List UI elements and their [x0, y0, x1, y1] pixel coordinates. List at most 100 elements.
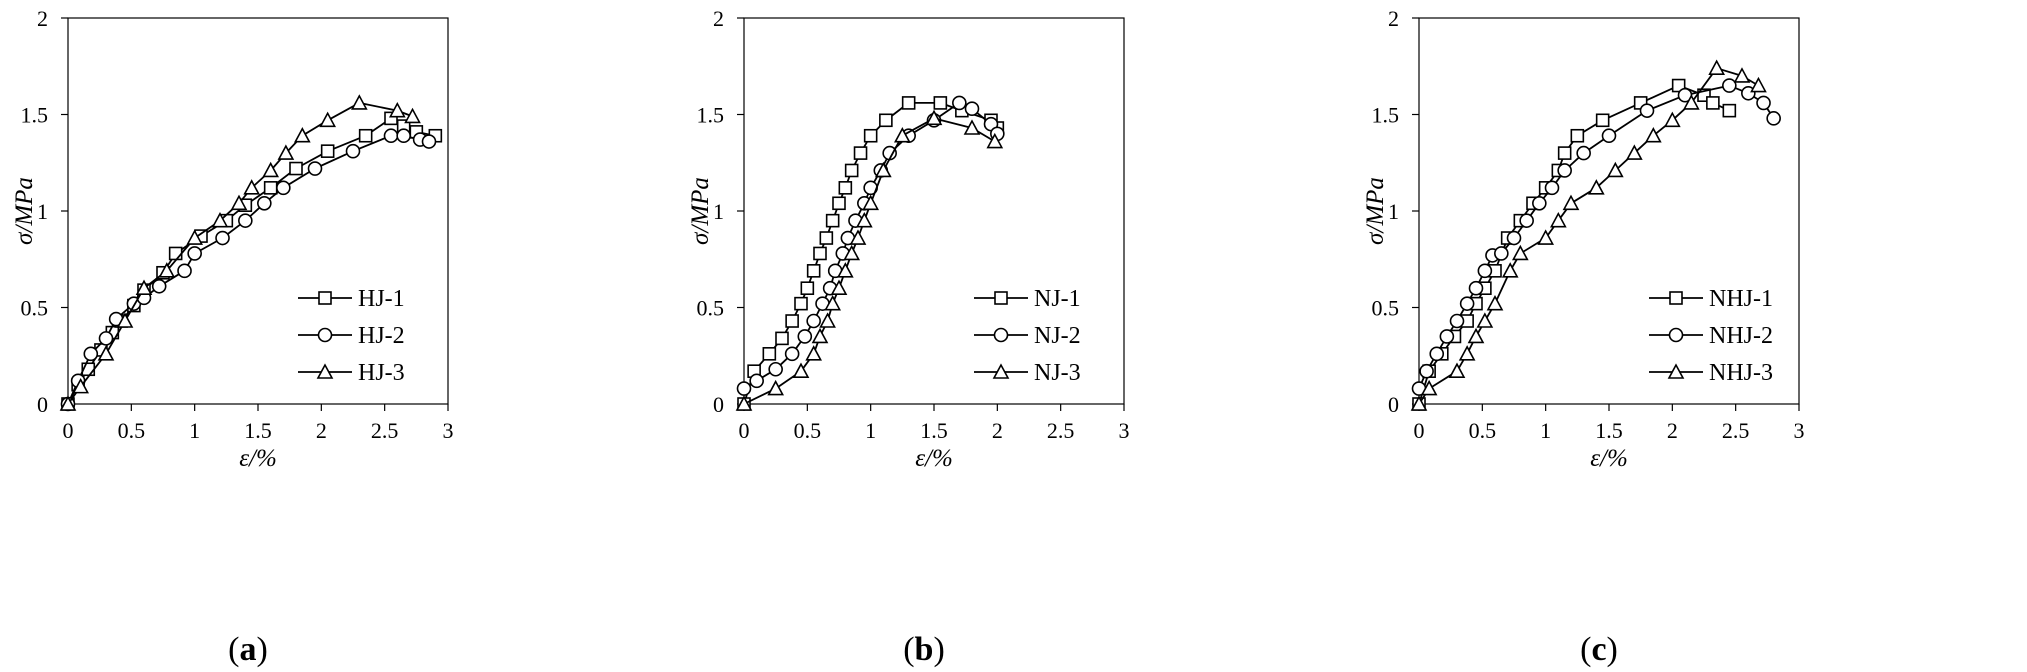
chart-c-legend-marker	[1668, 327, 1684, 343]
chart-c-series-2-point	[1557, 163, 1572, 178]
chart-b-series	[735, 95, 1005, 411]
chart-b-series-3-point	[735, 395, 753, 411]
chart-c-series-2-point	[1544, 180, 1560, 196]
chart-b-series-3-line	[743, 117, 996, 405]
chart-a-series-3-point	[262, 161, 280, 178]
chart-a-series-2-point	[151, 278, 167, 294]
chart-a-series	[59, 94, 443, 412]
chart-c-series-3-point	[1625, 144, 1643, 160]
chart-b-series-1-point	[819, 231, 834, 245]
chart-a-series-2-point	[83, 346, 99, 362]
chart-c-series-1-point	[1595, 113, 1610, 128]
chart-c-ytick-label: 0	[1388, 392, 1399, 417]
chart-a-legend-marker	[317, 327, 333, 343]
panel-c: 0 0.5 1 1.5 2 2.5 3 0 0.5 1 1.5 2 NHJ-1 NHJ-2 NHJ-3 ε…	[1351, 0, 2027, 672]
chart-a-xlabel: ε/%	[239, 445, 277, 472]
chart-b-series-1-point	[879, 113, 893, 128]
chart-a-xtick-label: 1.5	[244, 418, 272, 443]
chart-b-xtick-label: 2	[992, 418, 1003, 443]
chart-a-series-2-point	[187, 246, 202, 261]
chart-b-series-1-point	[901, 96, 916, 110]
chart-c-series-3-point	[1448, 362, 1466, 378]
chart-a-series-3-point	[97, 345, 115, 361]
chart-a-xtick-label: 0.5	[118, 418, 146, 443]
chart-a-xtick-label: 1	[189, 418, 200, 443]
chart-b-legend-label: NJ-2	[1034, 323, 1081, 349]
chart-b-series-2-point	[797, 329, 813, 344]
chart-b-legend-marker	[992, 363, 1010, 379]
chart-c-series-3-point	[1537, 229, 1555, 245]
chart-a-legend: HJ-1 HJ-2 HJ-3	[298, 286, 405, 386]
chart-c-series-2-point	[1576, 145, 1591, 161]
chart-b-svg: 0 0.5 1 1.5 2 2.5 300.511.52 NJ-1NJ-2NJ-3 ε/% …	[687, 6, 1130, 668]
chart-b-series-3-point	[862, 194, 880, 211]
chart-a-series-2-point	[215, 230, 230, 246]
chart-a-series-2-point	[257, 195, 272, 211]
panel-a: 0 0.5 1 1.5 2 2.5 3 0 0.5 1 1.5 2 HJ-1 HJ-2 HJ-3 ε/% …	[0, 0, 676, 672]
chart-c-series-3-point	[1644, 127, 1662, 143]
chart-b-series-3-point	[830, 279, 848, 296]
chart-a-legend-marker	[318, 291, 332, 305]
panel-b: 0 0.5 1 1.5 2 2.5 3 0 0.5 1 1.5 2 NJ-1 NJ-2 NJ-3 ε/% …	[676, 0, 1352, 672]
chart-c-series-1-point	[1557, 146, 1572, 160]
chart-b-series-2-point	[806, 313, 821, 329]
chart-a-ytick-label: 0	[37, 392, 48, 417]
chart-b-series-1-point	[844, 163, 859, 178]
chart-c-ytick-label: 2	[1388, 6, 1399, 31]
chart-c-series-1-point	[1706, 96, 1720, 110]
chart-a-series-3-point	[404, 107, 421, 124]
chart-a-series-1-point	[320, 144, 335, 158]
chart-b-legend-marker	[994, 291, 1008, 305]
chart-a-series-2-point	[98, 331, 114, 346]
chart-b-series-1-point	[806, 264, 821, 278]
chart-a-series-2-point	[345, 143, 361, 159]
chart-a-ytick-label: 0.5	[21, 296, 49, 321]
chart-a-series-2-point	[383, 128, 399, 144]
chart-b-ticks: 0 0.5 1 1.5 2 2.5 3 0 0.5 1 1.5 2	[697, 6, 1130, 443]
chart-a-series-3-point	[293, 127, 311, 143]
chart-b-series-1-point	[853, 146, 868, 160]
chart-a-series-3-point	[319, 111, 337, 128]
chart-b-ytick-label: 0.5	[697, 296, 725, 321]
chart-a-series-3-point	[350, 94, 368, 110]
chart-b-ytick-label: 1	[713, 199, 724, 224]
chart-c-series-2-point	[1722, 78, 1737, 93]
chart-a-series-3-point	[388, 101, 406, 118]
chart-a-series-3-point	[59, 395, 77, 411]
chart-c-series-3-point	[1467, 327, 1485, 344]
chart-b-xtick-label: 2.5	[1047, 418, 1075, 443]
chart-b-series-1-point	[800, 281, 815, 296]
chart-c-ticks: 0 0.5 1 1.5 2 2.5 3 0 0.5 1 1.5 2	[1372, 6, 1805, 443]
chart-b-series-2-line	[743, 102, 999, 390]
chart-c-series-3-point	[1476, 312, 1494, 328]
chart-b-legend-label: NJ-3	[1034, 360, 1081, 386]
chart-b-xtick-label: 0.5	[794, 418, 822, 443]
chart-c-series-2-point	[1519, 213, 1534, 228]
chart-c-ytick-label: 1	[1388, 199, 1399, 224]
chart-b-series-1-point	[813, 246, 827, 261]
chart-c-ytick-label: 0.5	[1372, 296, 1400, 321]
chart-b-series-2-point	[768, 361, 783, 377]
chart-c-series-2-point	[1639, 103, 1655, 118]
chart-c-series-2-point	[1766, 111, 1781, 126]
chart-a-xtick-label: 0	[63, 418, 74, 443]
chart-a-series-2-point	[421, 134, 437, 149]
chart-a-series-1-point	[289, 161, 303, 176]
chart-a-series-1-point	[263, 181, 278, 195]
chart-a-series-1-point	[168, 246, 183, 261]
chart-a-xtick-label: 2	[316, 418, 327, 443]
chart-b-series-3-point	[849, 229, 867, 245]
chart-c-xtick-label: 2	[1667, 418, 1678, 443]
chart-a-series-2-point	[276, 180, 291, 196]
chart-b-series-2-point	[736, 381, 752, 396]
chart-c-xtick-label: 2.5	[1722, 418, 1750, 443]
chart-c-series-2-point	[1601, 128, 1617, 144]
chart-a-series-3-point	[116, 312, 134, 328]
chart-a-series-3-point	[135, 279, 153, 296]
chart-a-xtick-label: 2.5	[371, 418, 399, 443]
chart-b-xtick-label: 1.5	[920, 418, 948, 443]
chart-b-series-2-point	[784, 346, 800, 362]
chart-c-series-2-point	[1429, 346, 1445, 362]
chart-b-series-2-point	[952, 95, 967, 111]
chart-c-series-3-point	[1501, 262, 1519, 278]
